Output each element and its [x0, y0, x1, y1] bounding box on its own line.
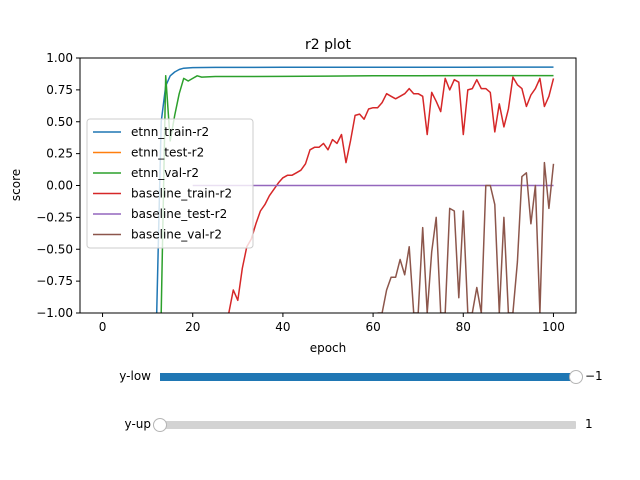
- x-axis: 0 20 40 60 80 100: [99, 313, 565, 334]
- y-tick-label: 0.00: [46, 179, 73, 193]
- y-up-slider-row: y-up 1: [0, 413, 640, 437]
- y-low-slider-fill: [160, 373, 576, 381]
- slider-value-y-low: −1: [585, 369, 603, 383]
- y-tick-label: −0.50: [36, 242, 73, 256]
- y-tick-label: −0.75: [36, 274, 73, 288]
- series-line-etnn_train-r2: [155, 66, 554, 313]
- chart-area: r2 plot 0 20 40 60 80 100 −1.00 −0.75 −0.50 −0.2…: [9, 37, 577, 355]
- x-tick-label: 40: [275, 320, 290, 334]
- x-tick-label: 0: [99, 320, 107, 334]
- y-tick-label: −1.00: [36, 306, 73, 320]
- legend: etnn_train-r2 etnn_test-r2 etnn_val-r2base…: [86, 118, 254, 249]
- slider-value-y-up: 1: [585, 417, 593, 431]
- y-axis: −1.00 −0.75 −0.50 −0.25 0.00 0.25 0.50 0.75 1.00: [36, 51, 80, 320]
- y-tick-label: 0.75: [46, 83, 73, 97]
- series-line-baseline_val-r2: [377, 161, 555, 313]
- legend-label-baseline_val-r2: baseline_val-r2: [131, 228, 222, 242]
- legend-label-etnn_val-r2: etnn_val-r2: [131, 166, 199, 180]
- y-tick-label: −0.25: [36, 210, 73, 224]
- y-low-slider-row: y-low −1: [0, 365, 640, 389]
- y-up-slider-handle[interactable]: [153, 418, 167, 432]
- y-up-slider-track[interactable]: [160, 421, 576, 429]
- slider-label-y-up: y-up: [124, 417, 151, 431]
- y-axis-label: score: [9, 169, 23, 201]
- chart-title: r2 plot: [305, 37, 351, 53]
- legend-box: [86, 118, 254, 249]
- legend-label-etnn_train-r2: etnn_train-r2: [131, 125, 209, 139]
- legend-label-baseline_test-r2: baseline_test-r2: [131, 207, 227, 221]
- y-low-slider-handle[interactable]: [569, 370, 583, 384]
- y-tick-label: 0.50: [46, 115, 73, 129]
- x-tick-label: 80: [456, 320, 471, 334]
- x-tick-label: 100: [542, 320, 565, 334]
- slider-label-y-low: y-low: [119, 369, 151, 383]
- series-line-baseline_train-r2: [228, 76, 555, 313]
- y-tick-label: 0.25: [46, 147, 73, 161]
- legend-label-etnn_test-r2: etnn_test-r2: [131, 146, 204, 160]
- x-axis-label: epoch: [310, 341, 347, 355]
- series-line-etnn_val-r2: [160, 74, 554, 313]
- legend-label-baseline_train-r2: baseline_train-r2: [131, 187, 232, 201]
- y-tick-label: 1.00: [46, 51, 73, 65]
- x-tick-label: 20: [185, 320, 200, 334]
- x-tick-label: 60: [365, 320, 380, 334]
